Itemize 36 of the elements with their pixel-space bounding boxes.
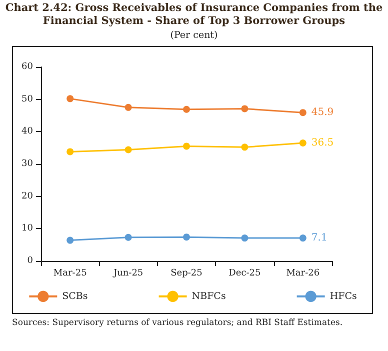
data-label: 45.9 xyxy=(311,107,334,118)
point xyxy=(124,146,132,154)
x-tick-label: Mar-25 xyxy=(53,268,88,278)
y-tick-label: 10 xyxy=(22,224,34,234)
y-tick-label: 30 xyxy=(22,159,34,169)
point xyxy=(66,236,74,244)
point xyxy=(124,104,132,111)
chart-title: Chart 2.42: Gross Receivables of Insurance Companies from the Financial System - Share of Top 3 Borrower Groups xyxy=(4,2,384,28)
point xyxy=(241,234,248,242)
y-tick-label: 50 xyxy=(22,94,34,104)
legend-label: HFCs xyxy=(330,290,357,302)
point xyxy=(66,148,74,156)
point xyxy=(124,234,132,241)
x-tick-label: Mar-26 xyxy=(286,268,320,278)
x-tick-label: Jun-25 xyxy=(112,268,144,278)
y-tick-label: 60 xyxy=(22,62,34,72)
y-tick-label: 20 xyxy=(22,191,34,202)
data-label: 7.1 xyxy=(311,232,328,244)
point xyxy=(299,234,306,242)
point xyxy=(183,106,190,113)
point xyxy=(66,95,74,102)
y-tick-label: 40 xyxy=(22,126,34,137)
x-tick-label: Dec-25 xyxy=(228,268,262,278)
point xyxy=(183,234,190,241)
point xyxy=(299,139,306,146)
point xyxy=(241,105,248,112)
y-tick-label: 0 xyxy=(27,256,34,266)
source-note: Sources: Supervisory returns of various regulators; and RBI Staff Estimates. xyxy=(12,318,343,328)
legend-label: SCBs xyxy=(62,290,88,302)
point xyxy=(241,144,248,151)
point xyxy=(183,142,190,150)
legend-label: NBFCs xyxy=(192,290,226,302)
point xyxy=(299,109,306,116)
x-tick-label: Sep-25 xyxy=(170,268,203,278)
chart-subtitle: (Per cent) xyxy=(169,30,219,41)
data-label: 36.5 xyxy=(311,137,334,148)
